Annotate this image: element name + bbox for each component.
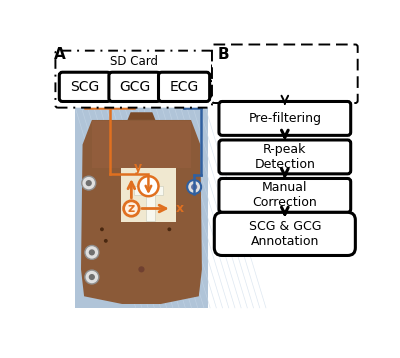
Bar (75, 106, 208, 308)
Bar (121, 169, 176, 222)
Circle shape (191, 184, 197, 190)
Bar (146, 192, 155, 221)
FancyBboxPatch shape (158, 72, 210, 101)
Circle shape (85, 246, 99, 259)
FancyBboxPatch shape (214, 212, 355, 256)
FancyBboxPatch shape (109, 72, 160, 101)
Bar (134, 186, 163, 195)
Text: B: B (218, 47, 229, 62)
FancyBboxPatch shape (59, 72, 110, 101)
Circle shape (168, 227, 171, 231)
Text: Manual
Correction: Manual Correction (252, 182, 317, 209)
Circle shape (100, 227, 104, 231)
Circle shape (85, 270, 99, 284)
Text: ECG: ECG (170, 80, 199, 94)
Text: SD Card: SD Card (110, 54, 158, 68)
Text: R-peak
Detection: R-peak Detection (254, 143, 315, 171)
Text: GCG: GCG (119, 80, 150, 94)
Circle shape (89, 274, 95, 280)
FancyBboxPatch shape (219, 140, 351, 174)
Bar (92, 121, 191, 168)
Circle shape (187, 180, 201, 194)
FancyBboxPatch shape (212, 44, 358, 103)
Circle shape (138, 176, 158, 196)
Text: Pre-filtering: Pre-filtering (248, 112, 321, 125)
Circle shape (89, 249, 95, 256)
Text: A: A (54, 47, 66, 62)
Circle shape (82, 176, 96, 190)
FancyBboxPatch shape (219, 179, 351, 212)
Circle shape (124, 201, 139, 216)
Circle shape (138, 266, 144, 272)
Polygon shape (128, 112, 155, 120)
FancyBboxPatch shape (219, 101, 351, 135)
Text: z: z (128, 202, 135, 215)
Circle shape (86, 180, 92, 186)
Text: SCG: SCG (70, 80, 100, 94)
Text: y: y (134, 161, 142, 174)
Text: SCG & GCG
Annotation: SCG & GCG Annotation (248, 220, 321, 248)
Circle shape (104, 239, 108, 243)
Text: x: x (176, 202, 184, 215)
FancyBboxPatch shape (56, 51, 212, 108)
Polygon shape (81, 120, 202, 304)
